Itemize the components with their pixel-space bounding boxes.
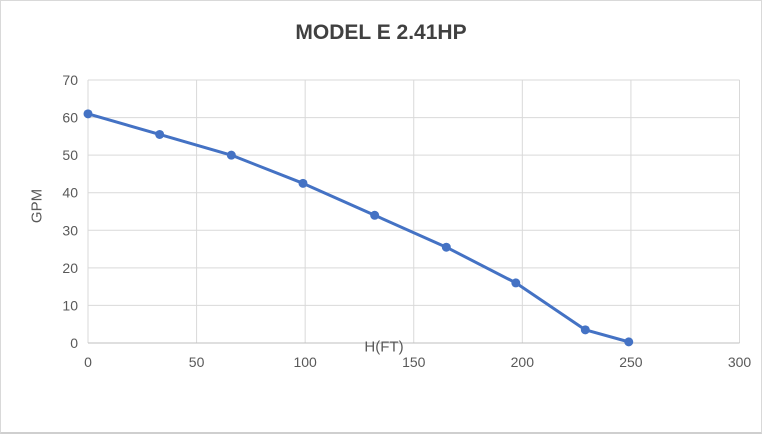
data-point-marker xyxy=(83,109,93,119)
y-tick-label: 20 xyxy=(62,260,78,276)
y-tick-label: 0 xyxy=(70,335,78,351)
x-tick-label: 50 xyxy=(189,354,205,370)
y-tick-label: 30 xyxy=(62,222,78,238)
x-axis-title: H(FT) xyxy=(364,338,404,356)
x-tick-label: 100 xyxy=(293,354,317,370)
y-tick-label: 40 xyxy=(62,185,78,201)
y-tick-label: 10 xyxy=(62,297,78,313)
data-point-marker xyxy=(298,178,308,188)
data-point-marker xyxy=(580,325,590,335)
x-tick-label: 250 xyxy=(619,354,643,370)
y-tick-label: 50 xyxy=(62,147,78,163)
y-tick-label: 70 xyxy=(62,72,78,88)
data-point-marker xyxy=(441,242,451,252)
x-tick-label: 300 xyxy=(728,354,752,370)
x-tick-label: 0 xyxy=(84,354,92,370)
data-point-marker xyxy=(624,337,634,347)
x-tick-label: 150 xyxy=(402,354,426,370)
data-point-marker xyxy=(155,129,165,139)
data-point-marker xyxy=(511,278,521,288)
chart-title: MODEL E 2.41HP xyxy=(295,21,467,44)
x-tick-label: 200 xyxy=(511,354,535,370)
y-tick-label: 60 xyxy=(62,110,78,126)
series-line xyxy=(86,112,631,344)
data-point-marker xyxy=(226,150,236,160)
data-point-marker xyxy=(370,210,380,220)
